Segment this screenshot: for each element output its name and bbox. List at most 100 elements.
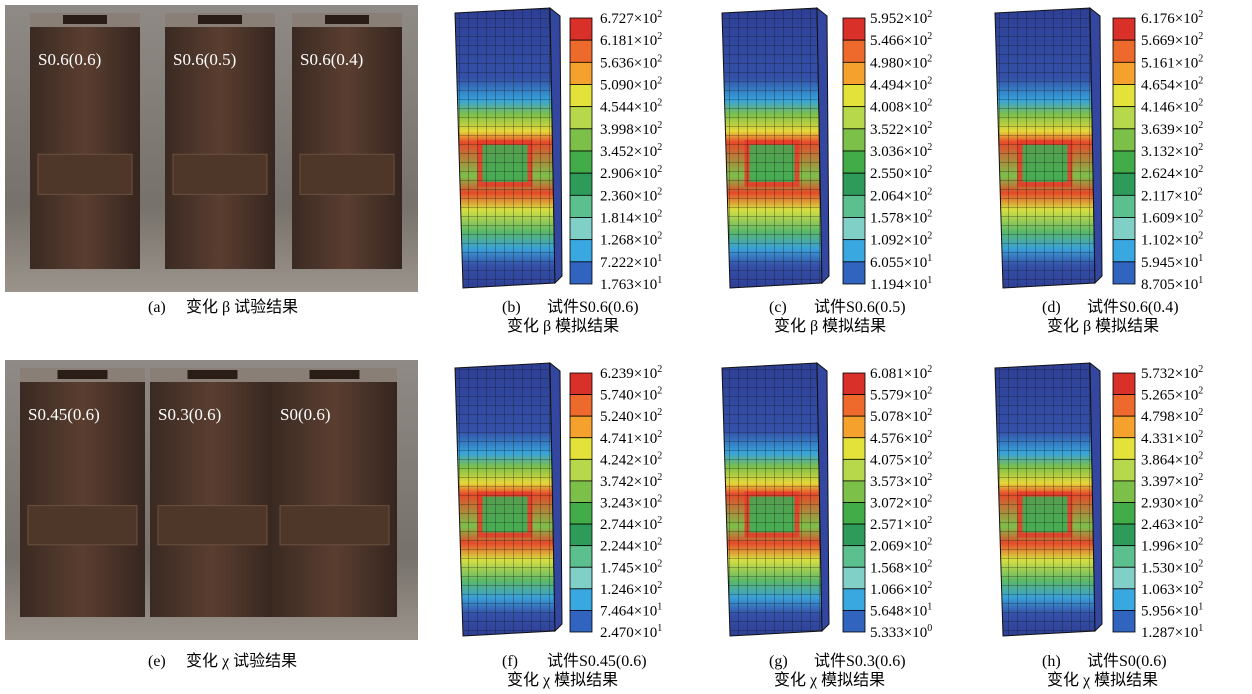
colorbar-segment: [1113, 62, 1135, 84]
legend-base: 5.333×10: [870, 625, 927, 641]
fe-mesh: [455, 363, 555, 636]
colorbar-segment: [570, 589, 592, 611]
colorbar-segment: [843, 524, 865, 546]
specimen-hole: [58, 370, 108, 379]
photo: S0.6(0.6)S0.6(0.5)S0.6(0.4): [5, 5, 418, 292]
legend-base: 3.522×10: [870, 122, 927, 138]
figure: S0.6(0.6)S0.6(0.5)S0.6(0.4)(a)变化 β 试验结果6…: [0, 0, 1252, 694]
fe-contour: [722, 8, 829, 288]
legend-base: 1.102×10: [1141, 233, 1198, 249]
legend-base: 2.064×10: [870, 188, 927, 204]
legend-label: 2.571×102: [870, 515, 932, 533]
colorbar-segment: [843, 459, 865, 481]
specimen-label: S0.45(0.6): [28, 405, 100, 424]
colorbar-segment: [843, 373, 865, 395]
legend-label: 3.036×102: [870, 142, 932, 160]
colorbar-segment: [1113, 589, 1135, 611]
legend-base: 5.161×10: [1141, 55, 1198, 71]
colorbar-segment: [570, 481, 592, 503]
legend-exp: 2: [927, 515, 932, 526]
colorbar-segment: [1113, 85, 1135, 107]
legend-base: 5.956×10: [1141, 603, 1198, 619]
legend-base: 4.576×10: [870, 431, 927, 447]
legend-label: 1.246×102: [600, 580, 662, 598]
legend-exp: 2: [1198, 407, 1203, 418]
legend-exp: 2: [927, 53, 932, 64]
legend-label: 5.945×101: [1141, 253, 1203, 271]
legend-exp: 2: [657, 9, 662, 20]
legend-label: 2.069×102: [870, 537, 932, 555]
caption-text: 变化 χ 模拟结果: [1047, 671, 1158, 689]
legend-label: 4.741×102: [600, 429, 662, 447]
legend-base: 2.470×10: [600, 625, 657, 641]
legend-exp: 2: [657, 429, 662, 440]
caption-id: (g): [769, 653, 788, 670]
legend-label: 2.117×102: [1141, 186, 1203, 204]
legend-exp: 1: [657, 253, 662, 264]
colorbar-segment: [570, 218, 592, 240]
legend-base: 5.078×10: [870, 409, 927, 425]
legend-label: 4.242×102: [600, 450, 662, 468]
legend-base: 1.814×10: [600, 211, 657, 227]
caption-id: (c): [769, 299, 787, 316]
legend-label: 1.268×102: [600, 231, 662, 249]
specimen-label: S0.6(0.6): [38, 50, 101, 69]
legend-base: 5.952×10: [870, 11, 927, 27]
legend-label: 5.090×102: [600, 76, 662, 94]
colorbar-segment: [570, 438, 592, 460]
legend-label: 3.864×102: [1141, 450, 1203, 468]
caption-text: 变化 β 模拟结果: [774, 317, 886, 335]
colorbar-segment: [843, 438, 865, 460]
legend-exp: 1: [927, 253, 932, 264]
caption-text: 变化 χ 模拟结果: [774, 671, 885, 689]
colorbar-segment: [843, 589, 865, 611]
legend-base: 1.568×10: [870, 560, 927, 576]
legend-base: 4.654×10: [1141, 78, 1198, 94]
legend-exp: 2: [927, 9, 932, 20]
specimen-label: S0.3(0.6): [158, 405, 221, 424]
legend-label: 6.081×102: [870, 364, 932, 382]
legend-label: 1.092×102: [870, 231, 932, 249]
legend-exp: 2: [657, 142, 662, 153]
legend-label: 5.265×102: [1141, 386, 1203, 404]
fe-contour: [455, 8, 562, 288]
legend-base: 5.579×10: [870, 388, 927, 404]
colorbar-segment: [1113, 262, 1135, 284]
legend-base: 4.741×10: [600, 431, 657, 447]
colorbar-segment: [843, 610, 865, 632]
legend-base: 3.998×10: [600, 122, 657, 138]
legend-exp: 2: [657, 515, 662, 526]
specimen-hole: [325, 15, 369, 24]
colorbar-segment: [843, 107, 865, 129]
caption-name: 试件S0(0.6): [1087, 652, 1167, 670]
fe-contour: [455, 363, 562, 636]
legend-exp: 2: [657, 537, 662, 548]
legend-exp: 2: [927, 407, 932, 418]
colorbar-segment: [843, 240, 865, 262]
legend-label: 1.814×102: [600, 209, 662, 227]
colorbar-segment: [843, 395, 865, 417]
legend-label: 6.176×102: [1141, 9, 1203, 27]
legend-label: 2.360×102: [600, 186, 662, 204]
legend-exp: 1: [657, 275, 662, 286]
caption-id: (h): [1042, 653, 1061, 670]
legend-label: 3.452×102: [600, 142, 662, 160]
legend-exp: 2: [927, 76, 932, 87]
legend-exp: 2: [1198, 186, 1203, 197]
specimen-hole: [310, 370, 360, 379]
legend-base: 5.740×10: [600, 388, 657, 404]
legend-base: 3.397×10: [1141, 474, 1198, 490]
legend-base: 7.222×10: [600, 255, 657, 271]
legend-base: 1.246×10: [600, 582, 657, 598]
legend-label: 3.742×102: [600, 472, 662, 490]
legend-exp: 2: [657, 231, 662, 242]
specimen-label: S0.6(0.5): [173, 50, 236, 69]
caption-id: (f): [502, 653, 518, 670]
colorbar-segment: [570, 567, 592, 589]
legend-exp: 1: [927, 601, 932, 612]
legend-exp: 2: [657, 407, 662, 418]
legend-label: 8.705×101: [1141, 275, 1203, 293]
colorbar-segment: [570, 173, 592, 195]
colorbar-segment: [843, 481, 865, 503]
legend-base: 5.636×10: [600, 55, 657, 71]
